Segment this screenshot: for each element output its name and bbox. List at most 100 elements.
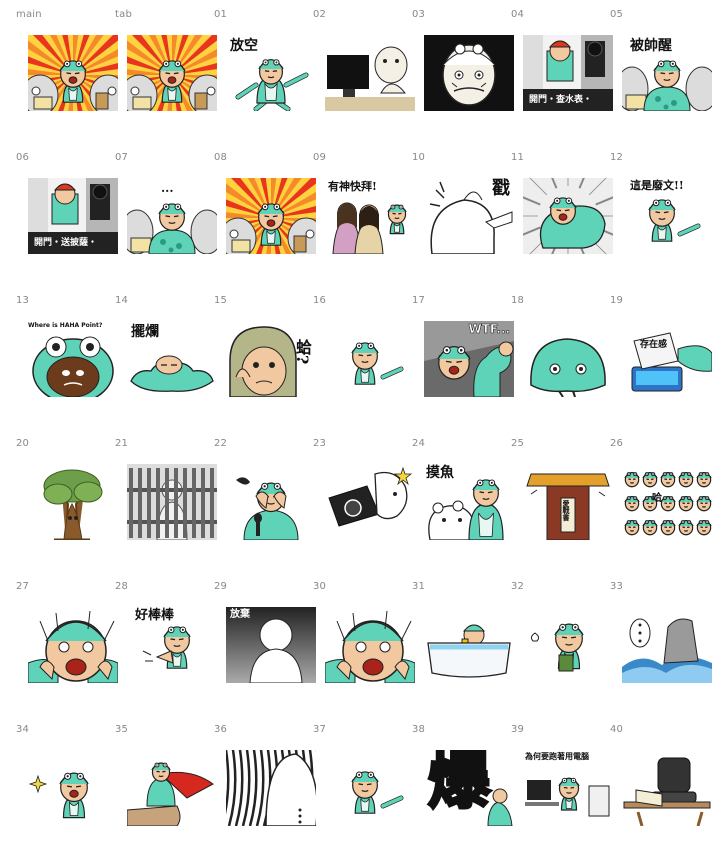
sticker-38[interactable]: 38 爆 xyxy=(408,715,508,858)
sticker-image[interactable] xyxy=(523,178,613,254)
sticker-24[interactable]: 24 摸魚 xyxy=(408,429,508,572)
sticker-image[interactable]: 擺爛 xyxy=(127,321,217,397)
sticker-image[interactable] xyxy=(28,35,118,111)
sticker-caption: 開門‧查水表‧ xyxy=(529,96,592,105)
sticker-23[interactable]: 23 xyxy=(309,429,409,572)
sticker-27[interactable]: 27 xyxy=(12,572,112,715)
sticker-label: 29 xyxy=(214,581,227,592)
sticker-16[interactable]: 16 xyxy=(309,286,409,429)
sticker-image[interactable] xyxy=(325,321,415,397)
sticker-11[interactable]: 11 xyxy=(507,143,607,286)
sticker-40[interactable]: 40 xyxy=(606,715,706,858)
sticker-label: 04 xyxy=(511,9,524,20)
sticker-01[interactable]: 01 放空 xyxy=(210,0,310,143)
sticker-12[interactable]: 12 這是廢文!! xyxy=(606,143,706,286)
sticker-15[interactable]: 15 蛤? xyxy=(210,286,310,429)
sticker-33[interactable]: 33 xyxy=(606,572,706,715)
sticker-image[interactable]: 開門‧查水表‧ xyxy=(523,35,613,111)
sticker-image[interactable]: 存在感 xyxy=(622,321,712,397)
sticker-image[interactable] xyxy=(226,464,316,540)
sticker-label: 32 xyxy=(511,581,524,592)
sticker-caption: 這是廢文!! xyxy=(630,180,684,191)
sticker-image[interactable]: WTF... xyxy=(424,321,514,397)
sticker-caption: 有神快拜! xyxy=(328,181,377,192)
sticker-image[interactable] xyxy=(424,35,514,111)
sticker-10[interactable]: 10 戳 xyxy=(408,143,508,286)
sticker-label: 19 xyxy=(610,295,623,306)
sticker-19[interactable]: 19 存在感 xyxy=(606,286,706,429)
sticker-04[interactable]: 04 開門‧查水表‧ xyxy=(507,0,607,143)
sticker-image[interactable] xyxy=(622,750,712,826)
sticker-07[interactable]: 07 ... xyxy=(111,143,211,286)
sticker-image[interactable] xyxy=(28,464,118,540)
sticker-02[interactable]: 02 xyxy=(309,0,409,143)
sticker-image[interactable]: 放空 xyxy=(226,35,316,111)
sticker-image[interactable]: Where is HAHA Point? xyxy=(28,321,118,397)
sticker-18[interactable]: 18 xyxy=(507,286,607,429)
sticker-image[interactable]: ... xyxy=(127,178,217,254)
sticker-35[interactable]: 35 xyxy=(111,715,211,858)
sticker-03[interactable]: 03 xyxy=(408,0,508,143)
sticker-image[interactable] xyxy=(226,750,316,826)
sticker-image[interactable]: 被帥醒 xyxy=(622,35,712,111)
sticker-tab[interactable]: tab xyxy=(111,0,211,143)
sticker-image[interactable]: 哈 xyxy=(622,464,712,540)
sticker-image[interactable]: 爆 xyxy=(424,750,514,826)
sticker-main[interactable]: main xyxy=(12,0,112,143)
sticker-image[interactable]: 這是廢文!! xyxy=(622,178,712,254)
sticker-06[interactable]: 06 開門‧送披薩‧ xyxy=(12,143,112,286)
sticker-09[interactable]: 09 有神快拜! xyxy=(309,143,409,286)
sticker-image[interactable] xyxy=(127,35,217,111)
sticker-05[interactable]: 05 被帥醒 xyxy=(606,0,706,143)
sticker-image[interactable] xyxy=(226,178,316,254)
sticker-21[interactable]: 21 xyxy=(111,429,211,572)
sticker-image[interactable] xyxy=(325,35,415,111)
sticker-image[interactable]: 開門‧送披薩‧ xyxy=(28,178,118,254)
sticker-image[interactable] xyxy=(28,750,118,826)
sticker-label: 25 xyxy=(511,438,524,449)
sticker-image[interactable] xyxy=(622,607,712,683)
sticker-08[interactable]: 08 xyxy=(210,143,310,286)
sticker-caption: 爆 xyxy=(428,750,490,812)
sticker-image[interactable] xyxy=(127,464,217,540)
sticker-31[interactable]: 31 xyxy=(408,572,508,715)
sticker-label: 13 xyxy=(16,295,29,306)
sticker-image[interactable]: 有神快拜! xyxy=(325,178,415,254)
sticker-37[interactable]: 37 xyxy=(309,715,409,858)
sticker-image[interactable] xyxy=(28,607,118,683)
sticker-image[interactable]: 摸魚 xyxy=(424,464,514,540)
sticker-label: 09 xyxy=(313,152,326,163)
sticker-image[interactable] xyxy=(424,607,514,683)
sticker-caption: ... xyxy=(161,182,174,194)
sticker-36[interactable]: 36 xyxy=(210,715,310,858)
sticker-39[interactable]: 39 為何要跑著用電腦 xyxy=(507,715,607,858)
sticker-image[interactable] xyxy=(325,607,415,683)
sticker-22[interactable]: 22 xyxy=(210,429,310,572)
sticker-image[interactable]: 愛戰書 xyxy=(523,464,613,540)
sticker-13[interactable]: 13 Where is HAHA Point? xyxy=(12,286,112,429)
sticker-image[interactable] xyxy=(127,750,217,826)
sticker-28[interactable]: 28 好棒棒 xyxy=(111,572,211,715)
sticker-caption: 存在感 xyxy=(640,341,667,350)
sticker-14[interactable]: 14 擺爛 xyxy=(111,286,211,429)
sticker-caption: 開門‧送披薩‧ xyxy=(34,239,97,248)
sticker-32[interactable]: 32 xyxy=(507,572,607,715)
sticker-29[interactable]: 29 放棄 xyxy=(210,572,310,715)
sticker-17[interactable]: 17 WTF... xyxy=(408,286,508,429)
sticker-image[interactable] xyxy=(523,321,613,397)
sticker-image[interactable] xyxy=(325,750,415,826)
sticker-image[interactable] xyxy=(325,464,415,540)
sticker-25[interactable]: 25 愛戰書 xyxy=(507,429,607,572)
sticker-image[interactable]: 蛤? xyxy=(226,321,316,397)
sticker-caption: 愛戰書 xyxy=(563,500,570,521)
sticker-image[interactable]: 為何要跑著用電腦 xyxy=(523,750,613,826)
sticker-26[interactable]: 26 xyxy=(606,429,706,572)
sticker-image[interactable]: 戳 xyxy=(424,178,514,254)
sticker-20[interactable]: 20 xyxy=(12,429,112,572)
sticker-34[interactable]: 34 xyxy=(12,715,112,858)
sticker-30[interactable]: 30 xyxy=(309,572,409,715)
sticker-image[interactable]: 好棒棒 xyxy=(127,607,217,683)
sticker-image[interactable] xyxy=(523,607,613,683)
sticker-image[interactable]: 放棄 xyxy=(226,607,316,683)
